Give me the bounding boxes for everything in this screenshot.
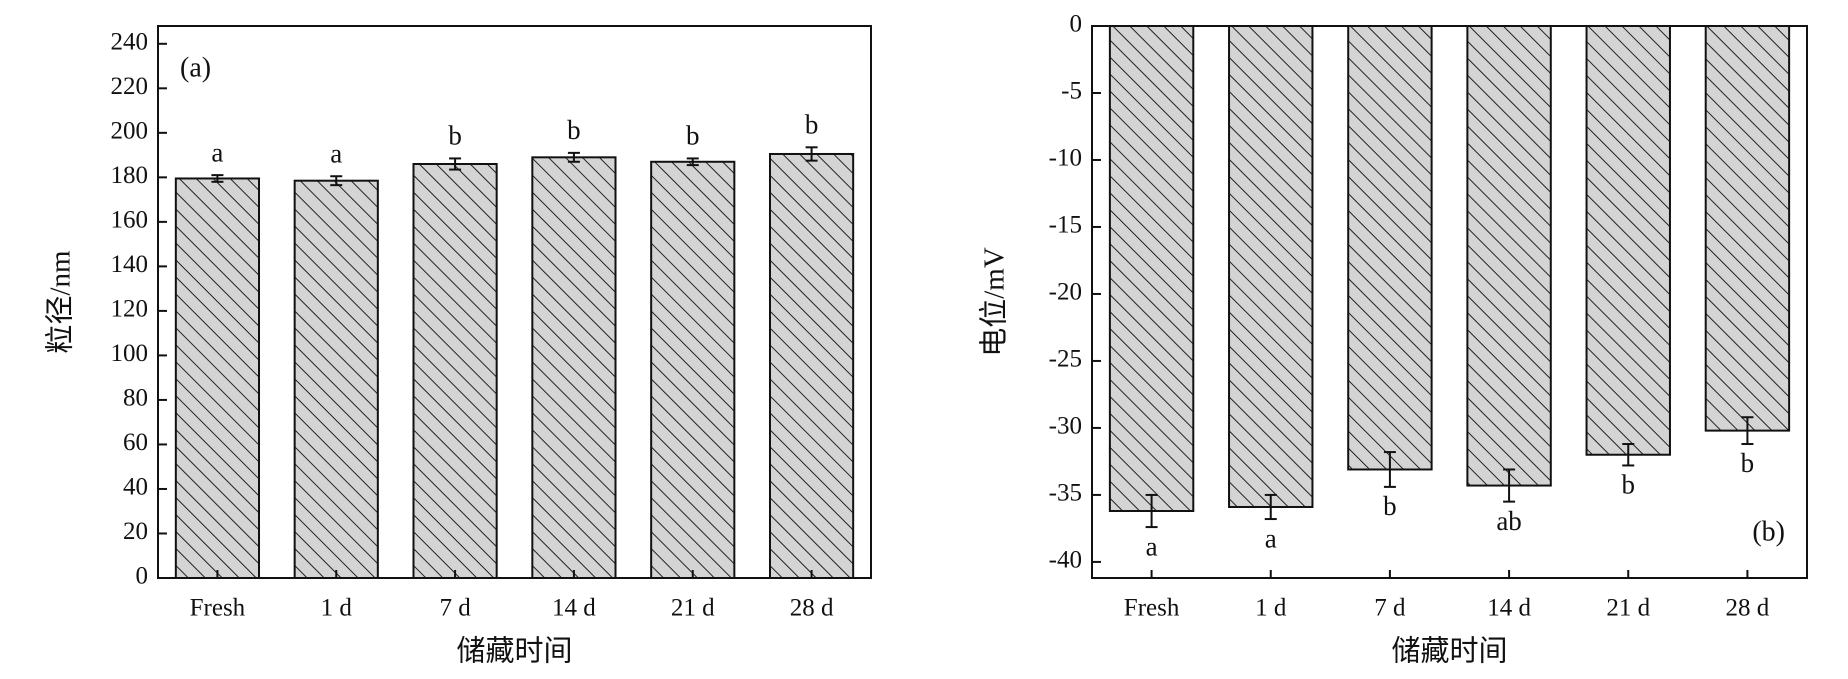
bar xyxy=(1347,25,1433,471)
y-tick-label: 160 xyxy=(111,207,149,234)
bar xyxy=(650,160,736,579)
x-tick-label: 1 d xyxy=(1255,595,1287,622)
significance-label: b xyxy=(1622,470,1636,500)
x-tick-label: 21 d xyxy=(671,595,715,622)
significance-label: b xyxy=(1383,491,1397,521)
y-tick-label: -5 xyxy=(1061,78,1082,105)
bar xyxy=(174,177,261,579)
x-tick-label: 14 d xyxy=(552,595,596,622)
x-axis-label: 储藏时间 xyxy=(456,635,572,668)
x-tick-label: Fresh xyxy=(1124,595,1180,622)
y-tick-label: 200 xyxy=(111,118,149,145)
plot-frame xyxy=(1091,25,1808,579)
bar xyxy=(1228,25,1314,508)
significance-label: b xyxy=(805,110,819,140)
y-tick-label: -40 xyxy=(1049,547,1082,574)
y-tick-label: 240 xyxy=(111,29,149,56)
y-tick-label: 0 xyxy=(136,563,149,590)
y-axis-label: 粒径/nm xyxy=(44,250,77,354)
y-axis-label: 电位/mV xyxy=(978,247,1011,357)
x-tick-label: 14 d xyxy=(1487,595,1531,622)
significance-label: b xyxy=(567,115,581,145)
y-tick-label: -35 xyxy=(1049,480,1082,507)
plot-frame xyxy=(157,25,872,579)
panel-label: (a) xyxy=(180,52,211,83)
y-tick-label: 140 xyxy=(111,251,149,278)
y-tick-label: -10 xyxy=(1049,145,1082,172)
x-tick-label: 21 d xyxy=(1606,595,1650,622)
x-tick-label: 28 d xyxy=(1726,595,1770,622)
bar xyxy=(768,152,855,580)
bar xyxy=(1108,25,1195,513)
y-tick-label: 60 xyxy=(123,429,148,456)
x-tick-label: 7 d xyxy=(1374,595,1406,622)
y-tick-label: -20 xyxy=(1049,279,1082,306)
x-tick-label: 28 d xyxy=(790,595,834,622)
y-tick-label: 0 xyxy=(1070,11,1083,38)
bar xyxy=(293,179,379,579)
x-tick-label: Fresh xyxy=(190,595,246,622)
x-tick-label: 7 d xyxy=(439,595,471,622)
y-tick-label: -15 xyxy=(1049,212,1082,239)
y-tick-label: -25 xyxy=(1049,346,1082,373)
y-tick-label: -30 xyxy=(1049,413,1082,440)
x-tick-label: 1 d xyxy=(321,595,353,622)
significance-label: b xyxy=(686,121,700,151)
x-axis-label: 储藏时间 xyxy=(1391,635,1507,668)
significance-label: b xyxy=(448,121,462,151)
y-tick-label: 220 xyxy=(111,73,149,100)
y-tick-label: 180 xyxy=(111,162,149,189)
significance-label: a xyxy=(211,137,223,167)
bar xyxy=(412,163,498,579)
bar xyxy=(1585,25,1671,456)
y-tick-label: 20 xyxy=(123,518,148,545)
significance-label: a xyxy=(1265,523,1277,553)
y-tick-label: 100 xyxy=(111,340,149,367)
panel-label: (b) xyxy=(1752,516,1785,547)
bar xyxy=(1466,25,1552,487)
significance-label: ab xyxy=(1496,506,1521,536)
y-tick-label: 40 xyxy=(123,474,148,501)
bar xyxy=(531,156,617,580)
y-tick-label: 80 xyxy=(123,385,148,412)
bar xyxy=(1704,25,1791,432)
y-tick-label: 120 xyxy=(111,296,149,323)
significance-label: a xyxy=(330,138,342,168)
significance-label: b xyxy=(1741,448,1755,478)
significance-label: a xyxy=(1146,531,1158,561)
